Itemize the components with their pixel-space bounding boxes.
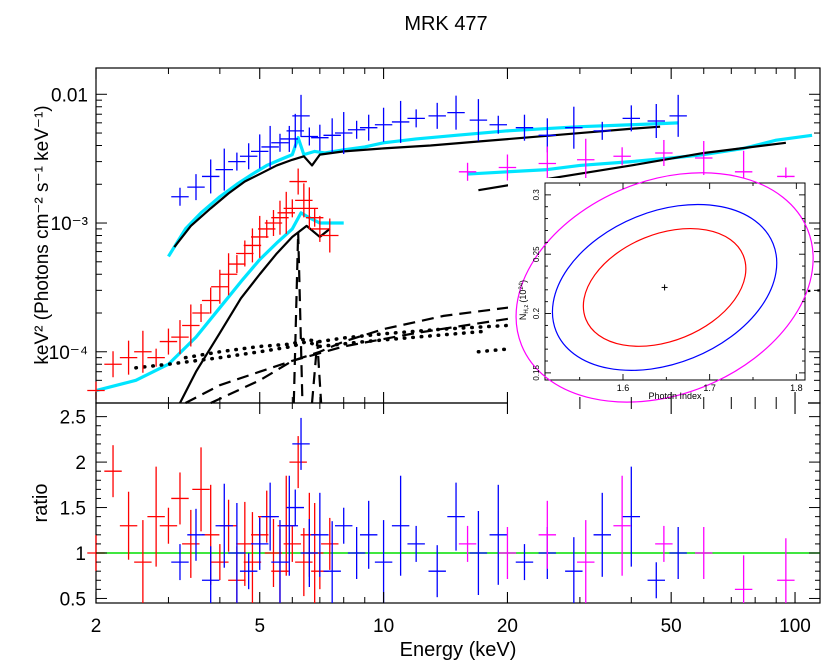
inset-contours bbox=[515, 172, 814, 403]
ratio-y-axis-label: ratio bbox=[30, 484, 52, 523]
inset-x-tick-label-2: 1.8 bbox=[790, 383, 803, 393]
x-tick-label-20: 20 bbox=[497, 616, 518, 637]
inset-frame bbox=[544, 182, 806, 381]
chart-title: MRK 477 bbox=[404, 13, 487, 35]
model-dashed-fe-line-blue- bbox=[292, 231, 304, 404]
ratio-data-points bbox=[87, 417, 820, 603]
model-dotted-scattered-magenta- bbox=[476, 344, 550, 354]
inset-x-tick-label-0: 1.6 bbox=[617, 383, 630, 393]
spectrum-data-points bbox=[87, 94, 795, 400]
energy-x-axis-label: Energy (keV) bbox=[400, 639, 517, 661]
y-tick-label-0: 10⁻⁴ bbox=[49, 343, 88, 364]
inset-contour-plot: 1.6 1.7 1.8 0.15 0.2 0.25 0.3 Photon Index NH,… bbox=[508, 172, 814, 410]
inset-y-label-sub: H,z bbox=[524, 305, 530, 314]
x-tick-label-5: 5 bbox=[254, 616, 265, 637]
inset-y-label-main: N bbox=[518, 314, 528, 321]
inset-y-axis-label: NH,z (1024) bbox=[518, 280, 530, 320]
inset-y-label-tail: (10 bbox=[518, 290, 528, 303]
inset-background bbox=[508, 178, 808, 410]
x-tick-label-10: 10 bbox=[373, 616, 394, 637]
ratio-y-tick-label-1: 1 bbox=[75, 544, 86, 565]
model-cyan-model-magenta- bbox=[467, 133, 813, 176]
inset-y-tick-label-2: 0.25 bbox=[532, 246, 541, 262]
model-dashed-power-law-lower- bbox=[210, 299, 581, 404]
inset-y-tick-label-3: 0.3 bbox=[532, 189, 541, 201]
model-black-model-lower- bbox=[179, 224, 331, 404]
x-tick-label-100: 100 bbox=[779, 616, 811, 637]
spectrum-y-axis-label: keV² (Photons cm⁻² s⁻¹ keV⁻¹) bbox=[32, 105, 53, 364]
contour-68pct bbox=[582, 227, 747, 347]
x-tick-label-50: 50 bbox=[661, 616, 682, 637]
ratio-y-tick-label-0: 0.5 bbox=[60, 589, 86, 610]
model-dotted-scattered-upper- bbox=[183, 320, 563, 360]
ratio-panel: 0.5 1 1.5 2 2.5 ratio bbox=[30, 402, 821, 610]
contour-90pct bbox=[551, 203, 778, 371]
model-dashed-fe-line-red- bbox=[310, 340, 323, 404]
ratio-axis-ticks: 0.5 1 1.5 2 2.5 bbox=[60, 408, 820, 610]
inset-y-label-close: ) bbox=[518, 280, 528, 283]
inset-x-axis-label: Photon Index bbox=[648, 391, 702, 401]
ratio-frame bbox=[95, 402, 821, 604]
inset-x-tick-label-1: 1.7 bbox=[703, 383, 716, 393]
ratio-y-tick-label-2: 1.5 bbox=[60, 499, 86, 520]
model-dotted-scattered-lower- bbox=[134, 329, 491, 370]
energy-axis-ticks: 2 5 10 20 50 100 bbox=[91, 68, 811, 637]
ratio-y-tick-label-4: 2.5 bbox=[60, 408, 86, 429]
model-cyan-model-upper- bbox=[167, 121, 679, 258]
inset-y-tick-label-1: 0.2 bbox=[532, 307, 541, 319]
ratio-y-tick-label-3: 2 bbox=[75, 453, 86, 474]
x-tick-label-2: 2 bbox=[91, 616, 102, 637]
inset-y-label-sup: 24 bbox=[519, 282, 525, 289]
spectrum-axis-ticks: 10⁻⁴ 10⁻³ 0.01 bbox=[49, 85, 820, 404]
spectrum-panel: 10⁻⁴ 10⁻³ 0.01 keV² (Photons cm⁻² s⁻¹ keV⁻… bbox=[32, 67, 821, 404]
contour-99pct bbox=[515, 172, 814, 403]
y-tick-label-1: 10⁻³ bbox=[51, 214, 89, 235]
inset-axis-ticks: 1.6 1.7 1.8 0.15 0.2 0.25 0.3 bbox=[532, 183, 805, 393]
inset-y-tick-label-0: 0.15 bbox=[532, 365, 541, 381]
y-tick-label-2: 0.01 bbox=[51, 85, 88, 106]
